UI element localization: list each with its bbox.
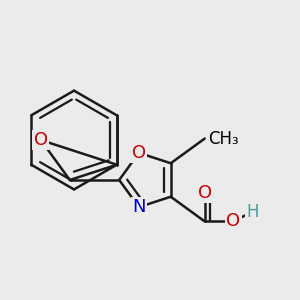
Text: O: O [132, 144, 146, 162]
Text: N: N [132, 198, 146, 216]
Text: CH₃: CH₃ [208, 130, 239, 148]
Text: H: H [246, 203, 259, 221]
Text: O: O [34, 131, 48, 149]
Text: O: O [226, 212, 240, 230]
Text: O: O [198, 184, 212, 202]
